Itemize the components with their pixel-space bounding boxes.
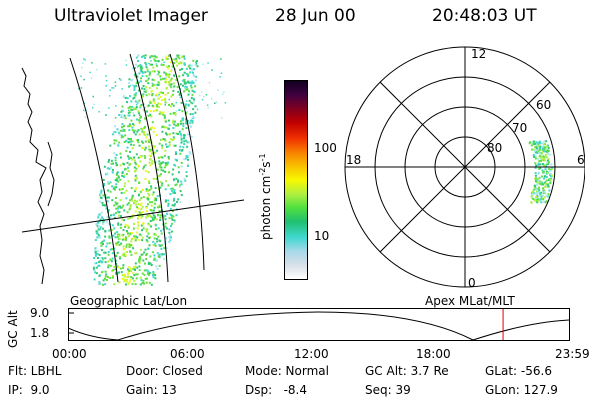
polar-label-80: 80 xyxy=(487,141,502,155)
instrument-title: Ultraviolet Imager xyxy=(54,6,208,26)
alt-xtick-2359: 23:59 xyxy=(555,347,590,361)
alt-xtick-1800: 18:00 xyxy=(416,347,451,361)
colorbar-tick-100: 100 xyxy=(314,141,337,155)
coastline xyxy=(21,67,47,285)
aurora-image xyxy=(78,54,227,286)
alt-xtick-1200: 12:00 xyxy=(294,347,329,361)
coastline-inner xyxy=(47,141,55,207)
polar-label-60: 60 xyxy=(536,98,551,112)
status-mode: Mode: Normal xyxy=(245,364,329,378)
colorbar-unit-label: photon cm-2s-1 xyxy=(258,153,273,240)
alt-xtick-0000: 00:00 xyxy=(52,347,87,361)
colorbar-gradient xyxy=(285,81,307,279)
longitude-line xyxy=(169,53,205,271)
polar-plot: 12 18 6 0 60 70 80 xyxy=(344,46,585,290)
alt-ytick-1: 1.8 xyxy=(30,326,50,340)
colorbar-unit-s: s xyxy=(259,161,273,168)
header-date: 28 Jun 00 xyxy=(275,6,356,26)
polar-label-12: 12 xyxy=(471,47,486,61)
status-door: Door: Closed xyxy=(126,364,203,378)
status-gain: Gain: 13 xyxy=(126,383,177,397)
status-filter: Flt: LBHL xyxy=(8,364,62,378)
status-ip: IP: 9.0 xyxy=(8,383,50,397)
polar-label-18: 18 xyxy=(346,153,361,167)
polar-label-6: 6 xyxy=(577,153,585,167)
altitude-plot xyxy=(68,308,570,341)
polar-label-70: 70 xyxy=(512,121,527,135)
alt-ylabel: GC Alt xyxy=(6,310,20,348)
alt-plot-frame xyxy=(68,308,570,341)
header-time: 20:48:03 UT xyxy=(432,6,537,26)
polar-aurora xyxy=(528,140,554,204)
colorbar xyxy=(284,80,308,280)
latitude-line xyxy=(21,199,245,233)
alt-curve xyxy=(68,311,570,341)
longitude-line xyxy=(69,57,119,283)
status-dsp: Dsp: -8.4 xyxy=(245,383,308,397)
polar-diagonal xyxy=(379,81,551,253)
geographic-map xyxy=(21,53,245,286)
colorbar-unit-sup2: -1 xyxy=(258,153,267,162)
colorbar-unit-sup1: -2 xyxy=(258,167,267,176)
colorbar-unit-main: photon cm xyxy=(259,175,273,240)
apex-label: Apex MLat/MLT xyxy=(425,294,515,308)
alt-xtick-0600: 06:00 xyxy=(170,347,205,361)
status-glon: GLon: 127.9 xyxy=(485,383,558,397)
colorbar-tick-10: 10 xyxy=(314,229,330,243)
geographic-label: Geographic Lat/Lon xyxy=(70,294,188,308)
status-gc-alt: GC Alt: 3.7 Re xyxy=(365,364,449,378)
polar-label-0: 0 xyxy=(468,276,476,290)
alt-ytick-9: 9.0 xyxy=(30,306,50,320)
longitude-line xyxy=(129,53,169,283)
status-glat: GLat: -56.6 xyxy=(485,364,552,378)
status-seq: Seq: 39 xyxy=(365,383,411,397)
